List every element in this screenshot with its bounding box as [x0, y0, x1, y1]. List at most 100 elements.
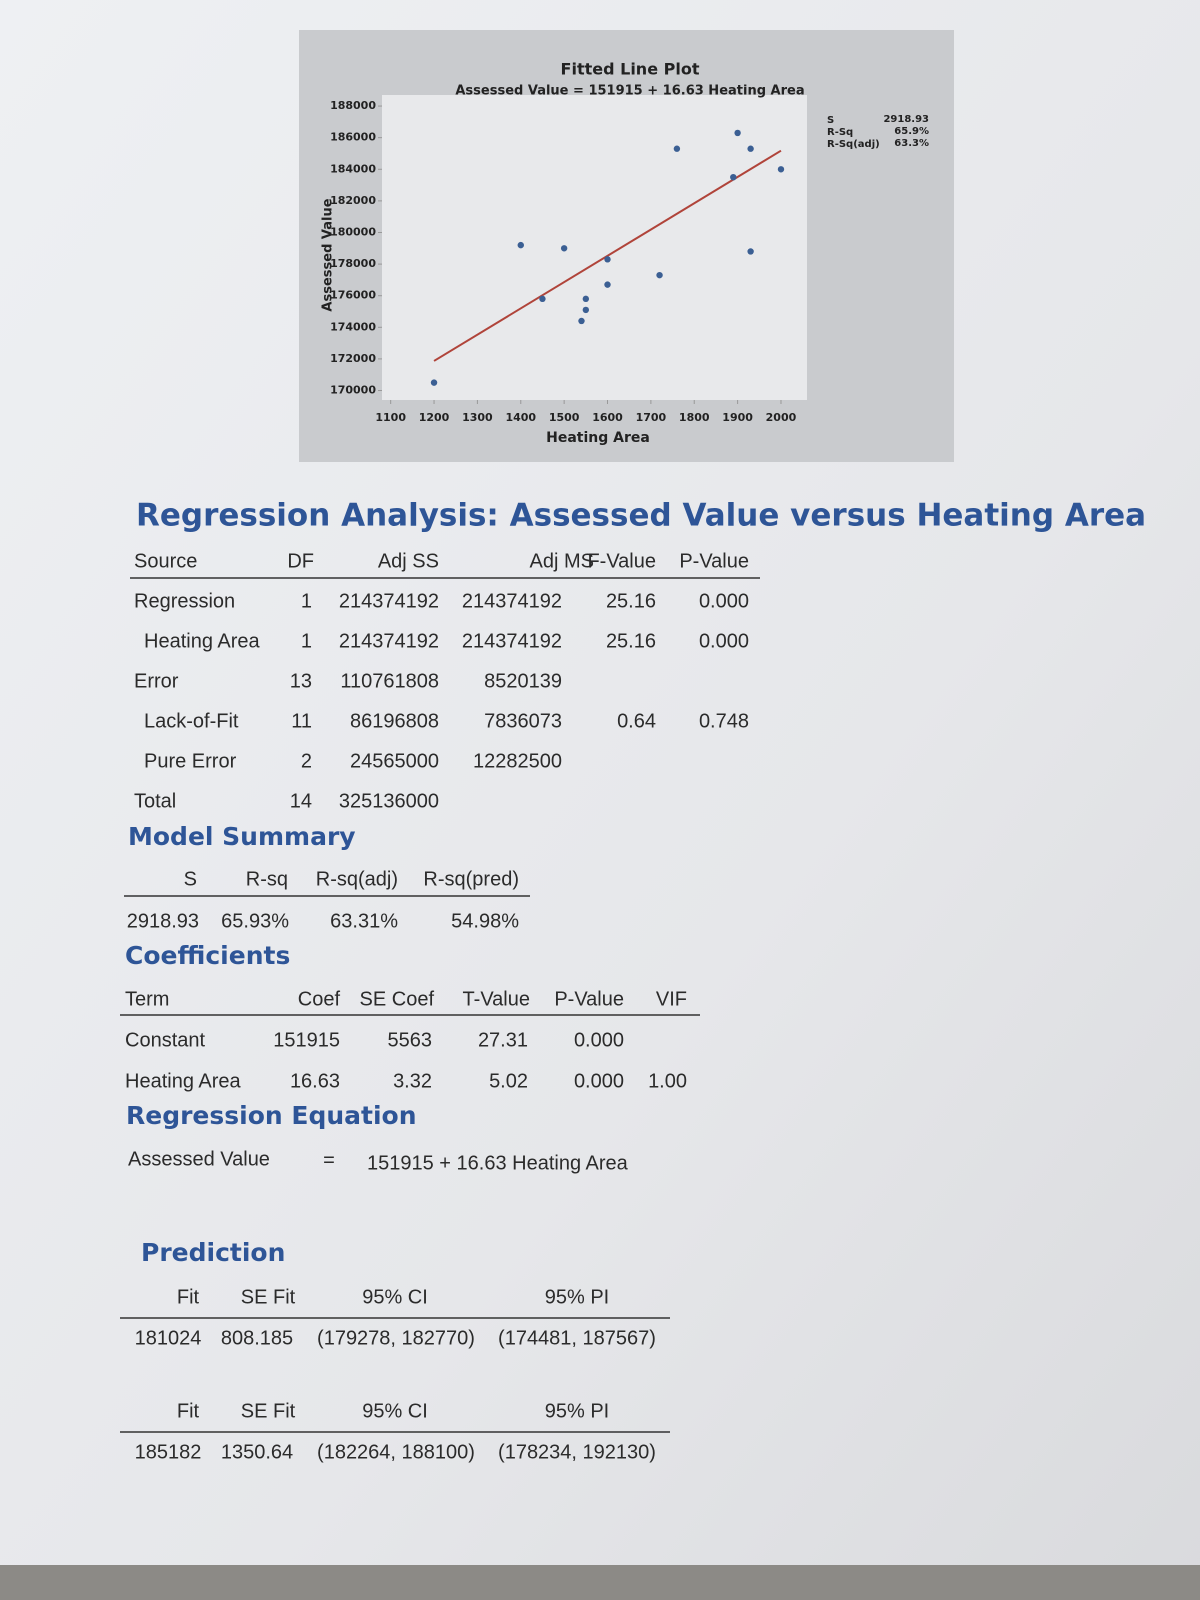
equation-equals: =: [323, 1149, 335, 1171]
table-header: P-Value: [679, 550, 749, 572]
table-header: S: [184, 868, 197, 890]
table-cell: Lack-of-Fit: [144, 710, 239, 732]
table-cell: (182264, 188100): [317, 1441, 475, 1463]
table-cell: 325136000: [339, 790, 439, 812]
table-header: DF: [287, 550, 314, 572]
data-point: [517, 241, 524, 249]
data-point: [747, 145, 754, 152]
x-tick-label: 1700: [636, 411, 667, 424]
table-header: 95% CI: [362, 1286, 428, 1308]
table-cell: 27.31: [478, 1029, 528, 1051]
section-title: Regression Equation: [126, 1101, 417, 1130]
equation: 151915 + 16.63 Heating Area: [367, 1152, 629, 1174]
table-header: SE Fit: [241, 1400, 296, 1422]
y-tick-label: 182000: [330, 194, 376, 207]
table-cell: Regression: [134, 590, 235, 612]
data-point: [582, 295, 590, 303]
table-header: 95% CI: [362, 1400, 428, 1422]
table-cell: 1: [301, 590, 312, 612]
table-header: VIF: [656, 988, 687, 1010]
table-cell: 0.000: [699, 590, 749, 612]
table-header: 95% PI: [545, 1400, 609, 1422]
table-cell: 151915: [273, 1029, 340, 1051]
y-tick-label: 184000: [330, 162, 376, 175]
table-cell: Error: [134, 670, 179, 692]
section-title: Prediction: [141, 1238, 285, 1267]
x-tick-label: 1100: [375, 411, 406, 424]
table-cell: 54.98%: [451, 910, 519, 932]
table-header: SE Coef: [360, 988, 435, 1010]
table-cell: (179278, 182770): [317, 1327, 475, 1349]
table-cell: Constant: [125, 1029, 205, 1051]
table-header: Source: [134, 550, 197, 572]
table-header: T-Value: [463, 988, 530, 1010]
x-tick-label: 1300: [462, 411, 493, 424]
table-cell: 11: [291, 710, 312, 732]
table-header: Coef: [298, 988, 341, 1010]
data-point: [777, 166, 785, 173]
table-header: Adj MS: [530, 550, 594, 572]
table-cell: 12282500: [473, 750, 562, 772]
table-cell: 25.16: [606, 590, 656, 612]
chart-title: Fitted Line Plot: [561, 60, 700, 79]
data-point: [673, 145, 681, 152]
table-cell: Heating Area: [125, 1070, 242, 1092]
table-cell: 0.000: [699, 630, 749, 652]
table-cell: 1.00: [648, 1070, 687, 1092]
table-cell: 0.748: [699, 710, 749, 732]
table-cell: 65.93%: [221, 910, 289, 932]
y-tick-label: 170000: [330, 384, 376, 397]
table-cell: 16.63: [290, 1070, 340, 1092]
table-cell: 5563: [388, 1029, 433, 1051]
chart-subtitle: Assessed Value = 151915 + 16.63 Heating …: [455, 84, 804, 99]
y-tick-label: 188000: [330, 99, 376, 112]
table-cell: 181024: [135, 1327, 202, 1349]
section-title: Model Summary: [128, 822, 356, 851]
x-tick-label: 1200: [419, 411, 450, 424]
x-tick-label: 1400: [505, 411, 536, 424]
table-cell: 3.32: [393, 1070, 432, 1092]
table-cell: 214374192: [339, 630, 439, 652]
table-cell: 185182: [135, 1441, 202, 1463]
table-cell: 7836073: [484, 710, 562, 732]
fitted-line: [433, 149, 782, 362]
data-point: [582, 306, 590, 314]
x-tick-label: 1600: [592, 411, 623, 424]
table-cell: 25.16: [606, 630, 656, 652]
data-point: [747, 248, 754, 255]
table-header: 95% PI: [545, 1286, 609, 1308]
data-point: [539, 295, 546, 303]
table-cell: (178234, 192130): [498, 1441, 656, 1463]
stat-label: R-Sq(adj): [827, 139, 880, 150]
table-header: Adj SS: [378, 550, 439, 572]
table-cell: 0.000: [574, 1029, 624, 1051]
data-point: [734, 129, 741, 137]
table-cell: 1350.64: [221, 1441, 293, 1463]
table-cell: 2: [301, 750, 312, 772]
table-cell: 24565000: [350, 750, 439, 772]
table-cell: 86196808: [350, 710, 439, 732]
x-axis-label: Heating Area: [546, 430, 650, 446]
x-tick-label: 1800: [679, 411, 710, 424]
data-point: [578, 317, 585, 325]
table-cell: 110761808: [340, 670, 439, 692]
table-cell: 214374192: [339, 590, 439, 612]
section-title: Coefficients: [125, 941, 290, 970]
table-cell: 2918.93: [127, 910, 199, 932]
table-header: R-sq: [246, 868, 288, 890]
stat-value: 63.3%: [894, 138, 929, 149]
x-tick-label: 1500: [549, 411, 580, 424]
table-cell: 0.64: [617, 710, 656, 732]
table-header: Fit: [177, 1400, 200, 1422]
equation-response: Assessed Value: [128, 1148, 270, 1170]
y-tick-label: 176000: [330, 289, 376, 302]
table-cell: Total: [134, 790, 176, 812]
stat-value: 2918.93: [883, 114, 929, 125]
table-cell: 14: [290, 790, 312, 812]
table-cell: 5.02: [489, 1070, 528, 1092]
table-cell: 214374192: [462, 590, 562, 612]
y-tick-label: 186000: [330, 131, 376, 144]
stat-label: S: [827, 115, 834, 126]
data-point: [730, 173, 737, 181]
